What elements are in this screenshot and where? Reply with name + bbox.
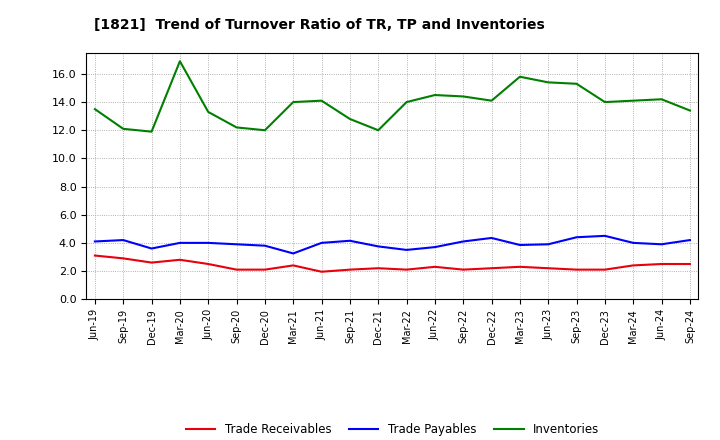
Trade Payables (91, 239, 99, 244)
Trade Receivables (402, 267, 411, 272)
Inventories (119, 126, 127, 132)
Trade Payables (402, 247, 411, 253)
Inventories (346, 116, 354, 121)
Trade Receivables (600, 267, 609, 272)
Trade Payables (204, 240, 212, 246)
Line: Inventories: Inventories (95, 61, 690, 132)
Inventories (176, 59, 184, 64)
Trade Payables (572, 235, 581, 240)
Inventories (261, 128, 269, 133)
Inventories (487, 98, 496, 103)
Inventories (657, 97, 666, 102)
Inventories (318, 98, 326, 103)
Trade Receivables (629, 263, 637, 268)
Trade Payables (374, 244, 382, 249)
Trade Payables (516, 242, 524, 248)
Inventories (374, 128, 382, 133)
Legend: Trade Receivables, Trade Payables, Inventories: Trade Receivables, Trade Payables, Inven… (181, 419, 604, 440)
Inventories (431, 92, 439, 98)
Trade Payables (346, 238, 354, 243)
Trade Receivables (346, 267, 354, 272)
Trade Payables (459, 239, 467, 244)
Inventories (629, 98, 637, 103)
Trade Receivables (374, 266, 382, 271)
Trade Payables (600, 233, 609, 238)
Inventories (233, 125, 241, 130)
Inventories (289, 99, 297, 105)
Trade Payables (657, 242, 666, 247)
Trade Receivables (431, 264, 439, 269)
Trade Payables (685, 238, 694, 243)
Inventories (572, 81, 581, 86)
Trade Receivables (516, 264, 524, 269)
Trade Receivables (289, 263, 297, 268)
Inventories (204, 109, 212, 114)
Trade Payables (176, 240, 184, 246)
Trade Receivables (544, 266, 552, 271)
Trade Payables (289, 251, 297, 256)
Inventories (148, 129, 156, 134)
Trade Receivables (318, 269, 326, 275)
Inventories (544, 80, 552, 85)
Trade Receivables (657, 261, 666, 267)
Line: Trade Payables: Trade Payables (95, 236, 690, 253)
Trade Payables (431, 245, 439, 250)
Trade Payables (233, 242, 241, 247)
Trade Receivables (148, 260, 156, 265)
Trade Receivables (176, 257, 184, 262)
Text: [1821]  Trend of Turnover Ratio of TR, TP and Inventories: [1821] Trend of Turnover Ratio of TR, TP… (94, 18, 544, 32)
Trade Receivables (91, 253, 99, 258)
Inventories (91, 106, 99, 112)
Trade Payables (629, 240, 637, 246)
Trade Receivables (487, 266, 496, 271)
Trade Payables (487, 235, 496, 241)
Trade Payables (261, 243, 269, 248)
Trade Receivables (261, 267, 269, 272)
Inventories (600, 99, 609, 105)
Trade Payables (544, 242, 552, 247)
Trade Receivables (204, 261, 212, 267)
Trade Payables (148, 246, 156, 251)
Inventories (402, 99, 411, 105)
Inventories (516, 74, 524, 79)
Inventories (459, 94, 467, 99)
Line: Trade Receivables: Trade Receivables (95, 256, 690, 272)
Inventories (685, 108, 694, 113)
Trade Receivables (233, 267, 241, 272)
Trade Payables (318, 240, 326, 246)
Trade Receivables (685, 261, 694, 267)
Trade Receivables (459, 267, 467, 272)
Trade Receivables (572, 267, 581, 272)
Trade Receivables (119, 256, 127, 261)
Trade Payables (119, 238, 127, 243)
